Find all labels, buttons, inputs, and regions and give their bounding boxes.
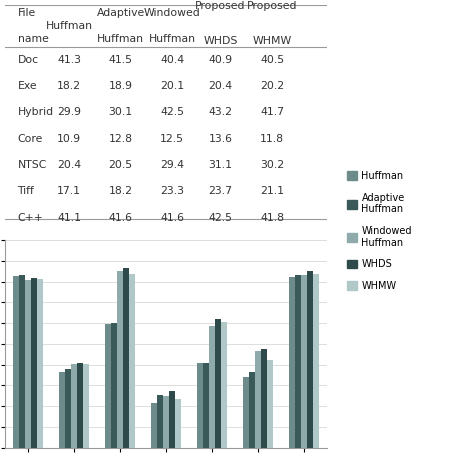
Text: 41.7: 41.7 — [260, 107, 284, 117]
Bar — [77, 363, 83, 448]
Text: 18.9: 18.9 — [109, 81, 133, 91]
Bar — [111, 323, 117, 448]
Bar — [243, 377, 249, 448]
Text: 29.9: 29.9 — [57, 107, 81, 117]
Text: 41.6: 41.6 — [160, 213, 184, 223]
Bar — [307, 271, 313, 448]
Text: 12.8: 12.8 — [109, 134, 133, 143]
Bar — [163, 396, 169, 448]
Text: 23.3: 23.3 — [160, 186, 184, 197]
Text: Doc: Doc — [18, 55, 39, 65]
Bar — [157, 395, 163, 448]
Text: 40.4: 40.4 — [160, 55, 184, 65]
Bar — [289, 277, 295, 448]
Text: C++: C++ — [18, 213, 43, 223]
Bar — [13, 276, 19, 448]
Bar — [221, 322, 227, 448]
Bar — [65, 369, 71, 448]
Text: Core: Core — [18, 134, 43, 143]
Bar — [209, 325, 215, 448]
Bar — [37, 279, 42, 448]
Text: Huffman: Huffman — [97, 34, 144, 44]
Bar — [215, 319, 221, 448]
Text: 41.1: 41.1 — [57, 213, 81, 223]
Text: 10.9: 10.9 — [57, 134, 81, 143]
Text: 18.2: 18.2 — [109, 186, 133, 197]
Text: 31.1: 31.1 — [209, 160, 233, 170]
Bar — [105, 324, 111, 448]
Text: 42.5: 42.5 — [160, 107, 184, 117]
Bar — [31, 278, 37, 448]
Bar — [129, 275, 134, 448]
Text: 20.1: 20.1 — [160, 81, 184, 91]
Text: Huffman: Huffman — [46, 21, 92, 31]
Text: 23.7: 23.7 — [209, 186, 233, 197]
Text: 42.5: 42.5 — [209, 213, 233, 223]
Text: 13.6: 13.6 — [209, 134, 233, 143]
Text: WHMW: WHMW — [253, 36, 292, 46]
Text: 40.5: 40.5 — [260, 55, 284, 65]
Bar — [249, 372, 255, 448]
Bar — [59, 372, 65, 448]
Bar — [151, 403, 157, 448]
Text: 41.3: 41.3 — [57, 55, 81, 65]
Text: name: name — [18, 34, 49, 44]
Bar — [19, 275, 25, 448]
Text: 20.4: 20.4 — [208, 81, 233, 91]
Text: Proposed: Proposed — [247, 1, 297, 11]
Bar — [83, 364, 89, 448]
Text: 21.1: 21.1 — [260, 186, 284, 197]
Text: 41.6: 41.6 — [109, 213, 133, 223]
Text: 41.5: 41.5 — [109, 55, 133, 65]
Bar — [301, 275, 307, 448]
Text: Adaptive: Adaptive — [97, 7, 145, 17]
Text: Exe: Exe — [18, 81, 37, 91]
Bar — [255, 351, 261, 448]
Text: 41.8: 41.8 — [260, 213, 284, 223]
Bar — [295, 275, 301, 448]
Text: Proposed: Proposed — [195, 1, 246, 11]
Bar — [267, 360, 273, 448]
Text: Huffman: Huffman — [149, 34, 196, 44]
Text: 17.1: 17.1 — [57, 186, 81, 197]
Text: WHDS: WHDS — [203, 36, 238, 46]
Bar — [169, 391, 175, 448]
Text: 30.2: 30.2 — [260, 160, 284, 170]
Text: 29.4: 29.4 — [160, 160, 184, 170]
Text: 20.5: 20.5 — [109, 160, 133, 170]
Text: 12.5: 12.5 — [160, 134, 184, 143]
Bar — [71, 364, 77, 448]
Bar — [203, 362, 209, 448]
Text: 40.9: 40.9 — [208, 55, 233, 65]
Text: 18.2: 18.2 — [57, 81, 81, 91]
Text: Windowed: Windowed — [144, 7, 201, 17]
Bar — [123, 268, 129, 448]
Text: Hybrid: Hybrid — [18, 107, 54, 117]
Bar — [261, 349, 267, 448]
Text: NTSC: NTSC — [18, 160, 47, 170]
Bar — [175, 399, 181, 448]
Text: Tiff: Tiff — [18, 186, 35, 197]
Bar — [313, 274, 319, 448]
Text: 11.8: 11.8 — [260, 134, 284, 143]
Legend: Huffman, Adaptive
Huffman, Windowed
Huffman, WHDS, WHMW: Huffman, Adaptive Huffman, Windowed Huff… — [343, 167, 416, 295]
Bar — [117, 271, 123, 448]
Text: 20.4: 20.4 — [57, 160, 81, 170]
Text: File: File — [18, 7, 36, 17]
Text: 20.2: 20.2 — [260, 81, 284, 91]
Bar — [197, 363, 203, 448]
Text: 43.2: 43.2 — [209, 107, 233, 117]
Text: 30.1: 30.1 — [109, 107, 133, 117]
Bar — [25, 280, 31, 448]
